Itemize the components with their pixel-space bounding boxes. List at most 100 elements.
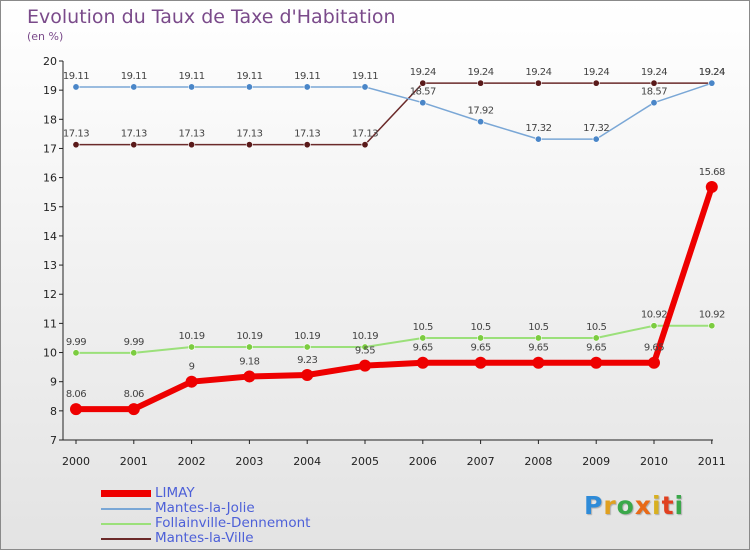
legend-item-mantes-la-jolie: Mantes-la-Jolie	[101, 501, 310, 516]
data-point-mantes-la-ville	[477, 79, 485, 87]
data-point-follainville-dennemont	[650, 322, 658, 330]
y-tick-label: 13	[43, 259, 57, 272]
data-point-limay	[301, 368, 314, 381]
x-tick-label: 2003	[235, 455, 263, 468]
data-point-mantes-la-ville	[245, 141, 253, 149]
data-point-follainville-dennemont	[303, 343, 311, 351]
data-label-mantes-la-jolie: 17.32	[525, 123, 551, 134]
legend-swatch-follainville-dennemont	[101, 522, 151, 525]
data-label-limay: 9.65	[644, 343, 664, 354]
data-point-mantes-la-jolie	[477, 118, 485, 126]
data-label-mantes-la-ville: 17.13	[63, 129, 89, 140]
data-point-mantes-la-ville	[130, 141, 138, 149]
legend-swatch-mantes-la-ville	[101, 537, 151, 540]
x-tick-label: 2007	[467, 455, 495, 468]
data-label-mantes-la-jolie: 19.11	[63, 71, 89, 82]
x-tick-label: 2005	[351, 455, 379, 468]
x-tick-label: 2008	[524, 455, 552, 468]
y-tick-label: 19	[43, 84, 57, 97]
data-point-mantes-la-jolie	[361, 83, 369, 91]
data-label-mantes-la-ville: 19.24	[641, 67, 667, 78]
series-line-mantes-la-jolie	[76, 82, 713, 140]
data-label-mantes-la-jolie: 18.57	[641, 87, 667, 98]
data-label-follainville-dennemont: 10.19	[294, 331, 320, 342]
y-tick-label: 20	[43, 55, 57, 68]
chart-subtitle: (en %)	[27, 30, 64, 43]
data-label-mantes-la-ville: 17.13	[179, 129, 205, 140]
data-label-limay: 9.65	[470, 343, 490, 354]
legend-item-follainville-dennemont: Follainville-Dennemont	[101, 516, 310, 531]
y-tick-label: 8	[50, 405, 57, 418]
y-tick-label: 10	[43, 347, 57, 360]
data-point-limay	[185, 375, 198, 388]
data-point-follainville-dennemont	[130, 349, 138, 357]
data-point-mantes-la-jolie	[72, 83, 80, 91]
proxiti-logo: Proxiti	[584, 491, 685, 520]
x-tick-label: 2002	[178, 455, 206, 468]
y-tick-label: 15	[43, 201, 57, 214]
data-label-mantes-la-jolie: 18.57	[410, 87, 436, 98]
data-label-mantes-la-jolie: 19.11	[121, 71, 147, 82]
x-tick-label: 2000	[62, 455, 90, 468]
data-point-mantes-la-jolie	[708, 79, 716, 87]
data-label-mantes-la-ville: 19.24	[410, 67, 436, 78]
data-point-follainville-dennemont	[72, 349, 80, 357]
data-point-follainville-dennemont	[592, 334, 600, 342]
legend-item-mantes-la-ville: Mantes-la-Ville	[101, 531, 310, 546]
data-label-mantes-la-ville: 17.13	[236, 129, 262, 140]
data-point-limay	[474, 356, 487, 369]
x-tick-label: 2009	[582, 455, 610, 468]
data-point-mantes-la-jolie	[245, 83, 253, 91]
legend-label-mantes-la-ville: Mantes-la-Ville	[155, 530, 254, 546]
legend-item-limay: LIMAY	[101, 486, 310, 501]
data-label-mantes-la-jolie: 17.32	[583, 123, 609, 134]
data-point-follainville-dennemont	[419, 334, 427, 342]
data-label-mantes-la-ville: 17.13	[352, 129, 378, 140]
data-point-mantes-la-ville	[592, 79, 600, 87]
data-point-follainville-dennemont	[534, 334, 542, 342]
legend-swatch-mantes-la-jolie	[101, 507, 151, 510]
data-label-follainville-dennemont: 10.5	[470, 322, 490, 333]
x-tick-label: 2004	[293, 455, 321, 468]
data-label-follainville-dennemont: 10.19	[236, 331, 262, 342]
data-point-limay	[70, 403, 82, 416]
data-label-follainville-dennemont: 10.19	[352, 331, 378, 342]
data-point-mantes-la-jolie	[419, 99, 427, 107]
data-label-follainville-dennemont: 10.92	[699, 310, 725, 321]
y-tick-label: 7	[50, 434, 57, 447]
data-point-mantes-la-ville	[650, 79, 658, 87]
data-label-mantes-la-jolie: 17.92	[468, 106, 494, 117]
data-label-follainville-dennemont: 10.5	[528, 322, 548, 333]
data-point-follainville-dennemont	[188, 343, 196, 351]
series-line-limay	[76, 186, 715, 413]
data-label-mantes-la-jolie: 19.11	[179, 71, 205, 82]
data-label-limay: 15.68	[699, 167, 725, 178]
data-point-follainville-dennemont	[477, 334, 485, 342]
y-tick-label: 12	[43, 288, 57, 301]
data-point-limay	[359, 359, 371, 372]
data-point-mantes-la-ville	[72, 141, 80, 149]
data-label-follainville-dennemont: 10.5	[413, 322, 433, 333]
data-label-mantes-la-jolie: 19.11	[352, 71, 378, 82]
data-point-mantes-la-jolie	[130, 83, 138, 91]
series-line-follainville-dennemont	[76, 324, 712, 354]
y-tick-label: 14	[43, 230, 57, 243]
data-point-mantes-la-jolie	[592, 135, 600, 143]
series-line-mantes-la-ville	[76, 82, 712, 146]
legend-swatch-limay	[101, 490, 151, 497]
data-point-limay	[648, 356, 660, 369]
data-point-limay	[127, 403, 140, 416]
data-label-mantes-la-ville: 19.24	[468, 67, 494, 78]
y-tick-label: 9	[50, 376, 57, 389]
data-label-mantes-la-jolie: 19.24	[699, 67, 725, 78]
data-point-limay	[532, 356, 545, 369]
data-point-limay	[705, 180, 718, 193]
data-label-mantes-la-ville: 17.13	[294, 129, 320, 140]
data-point-mantes-la-jolie	[188, 83, 196, 91]
data-label-mantes-la-ville: 19.24	[699, 67, 725, 78]
data-label-limay: 8.06	[124, 389, 144, 400]
data-label-follainville-dennemont: 10.19	[179, 331, 205, 342]
y-tick-label: 11	[43, 317, 57, 330]
